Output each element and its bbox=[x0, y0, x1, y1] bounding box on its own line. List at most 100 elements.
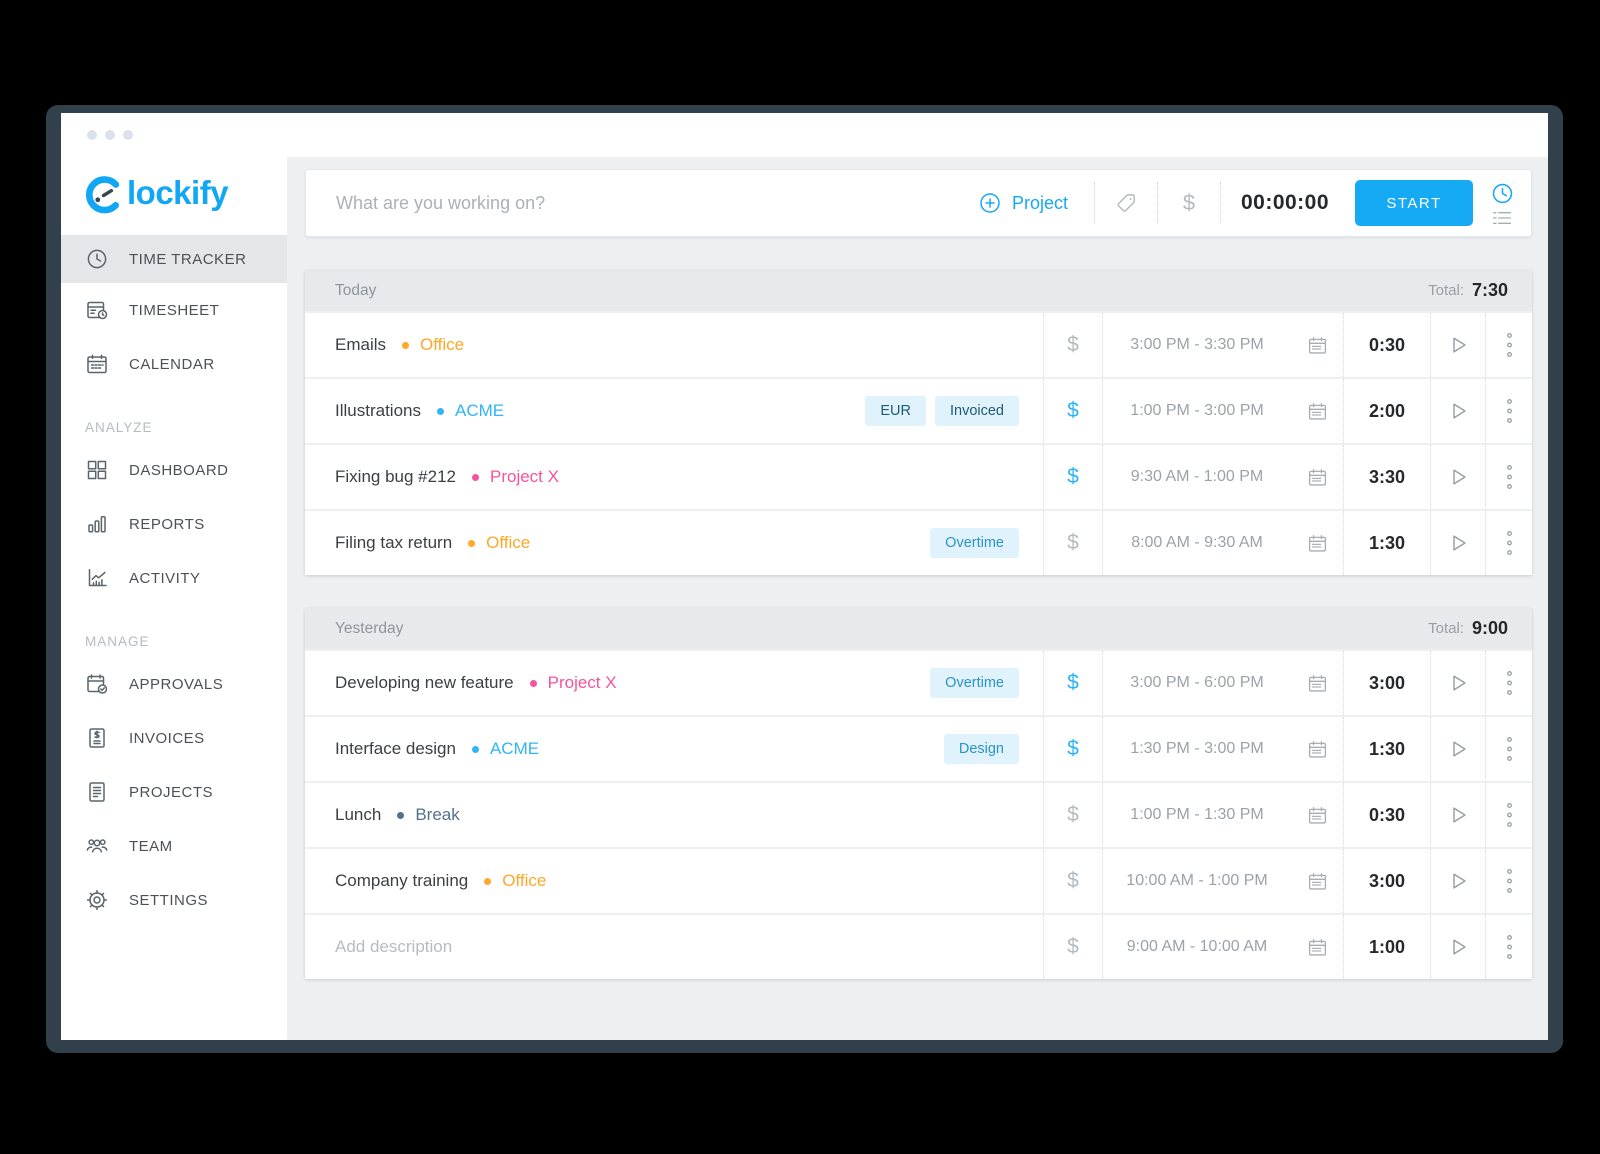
sidebar-item-time-tracker[interactable]: TIME TRACKER bbox=[61, 235, 287, 283]
time-range[interactable]: 1:30 PM - 3:00 PM bbox=[1130, 740, 1264, 757]
entry-description[interactable]: Developing new feature bbox=[335, 673, 514, 692]
entry-description[interactable]: Lunch bbox=[335, 805, 382, 824]
billable-toggle-button[interactable]: $ bbox=[1158, 189, 1220, 217]
entry-duration[interactable]: 3:00 bbox=[1368, 672, 1406, 693]
sidebar-item-reports[interactable]: REPORTS bbox=[61, 497, 287, 551]
entry-duration[interactable]: 0:30 bbox=[1368, 804, 1406, 825]
continue-entry-button[interactable] bbox=[1431, 849, 1485, 913]
entry-duration[interactable]: 1:30 bbox=[1368, 738, 1406, 759]
billable-icon[interactable]: $ bbox=[1067, 803, 1079, 826]
time-range[interactable]: 1:00 PM - 1:30 PM bbox=[1130, 806, 1264, 823]
entry-menu-button[interactable] bbox=[1486, 445, 1532, 509]
continue-entry-button[interactable] bbox=[1431, 313, 1485, 377]
timer-mode-icon[interactable] bbox=[1490, 181, 1515, 206]
continue-entry-button[interactable] bbox=[1431, 915, 1485, 979]
time-range[interactable]: 3:00 PM - 3:30 PM bbox=[1130, 336, 1264, 353]
entry-description[interactable]: Interface design bbox=[335, 739, 456, 758]
entry-description[interactable]: Company training bbox=[335, 871, 469, 890]
sidebar-item-calendar[interactable]: CALENDAR bbox=[61, 337, 287, 391]
sidebar-item-activity[interactable]: ACTIVITY bbox=[61, 551, 287, 605]
sidebar-item-projects[interactable]: PROJECTS bbox=[61, 765, 287, 819]
continue-entry-button[interactable] bbox=[1431, 717, 1485, 781]
billable-icon[interactable]: $ bbox=[1067, 935, 1079, 958]
billable-icon[interactable]: $ bbox=[1067, 531, 1079, 554]
project-name[interactable]: ACME bbox=[489, 739, 540, 758]
billable-icon[interactable]: $ bbox=[1067, 465, 1079, 488]
calendar-button[interactable] bbox=[1291, 379, 1343, 443]
entry-duration[interactable]: 0:30 bbox=[1368, 334, 1406, 355]
calendar-button[interactable] bbox=[1291, 849, 1343, 913]
divider bbox=[1343, 651, 1344, 715]
project-name[interactable]: Project X bbox=[489, 467, 559, 486]
entry-menu-button[interactable] bbox=[1486, 511, 1532, 575]
entry-description[interactable]: Fixing bug #212 bbox=[335, 467, 456, 486]
entry-duration[interactable]: 3:00 bbox=[1368, 870, 1406, 891]
time-range[interactable]: 10:00 AM - 1:00 PM bbox=[1126, 872, 1268, 889]
calendar-button[interactable] bbox=[1291, 651, 1343, 715]
add-project-button[interactable]: Project bbox=[968, 191, 1094, 215]
calendar-button[interactable] bbox=[1291, 313, 1343, 377]
window-control-dot[interactable] bbox=[105, 130, 115, 140]
time-range[interactable]: 1:00 PM - 3:00 PM bbox=[1130, 402, 1264, 419]
calendar-button[interactable] bbox=[1291, 511, 1343, 575]
entry-menu-button[interactable] bbox=[1486, 849, 1532, 913]
billable-icon[interactable]: $ bbox=[1067, 869, 1079, 892]
continue-entry-button[interactable] bbox=[1431, 783, 1485, 847]
entry-description[interactable]: Add description bbox=[335, 937, 453, 956]
window-control-dot[interactable] bbox=[123, 130, 133, 140]
sidebar-item-settings[interactable]: SETTINGS bbox=[61, 873, 287, 927]
row-calendar-icon bbox=[1307, 673, 1328, 694]
project-name[interactable]: Break bbox=[415, 805, 460, 824]
calendar-button[interactable] bbox=[1291, 717, 1343, 781]
calendar-button[interactable] bbox=[1291, 445, 1343, 509]
billable-icon[interactable]: $ bbox=[1067, 671, 1079, 694]
time-range[interactable]: 3:00 PM - 6:00 PM bbox=[1130, 674, 1264, 691]
entry-duration[interactable]: 1:30 bbox=[1368, 532, 1406, 553]
divider bbox=[1043, 445, 1044, 509]
billable-icon[interactable]: $ bbox=[1067, 399, 1079, 422]
clockify-logo[interactable]: lockify bbox=[61, 157, 287, 223]
calendar-button[interactable] bbox=[1291, 915, 1343, 979]
entry-group-yesterday: Yesterday Total: 9:00 Developing new featur… bbox=[305, 608, 1532, 979]
start-button[interactable]: START bbox=[1355, 180, 1473, 226]
entry-menu-button[interactable] bbox=[1486, 783, 1532, 847]
sidebar-item-timesheet[interactable]: TIMESHEET bbox=[61, 283, 287, 337]
continue-entry-button[interactable] bbox=[1431, 651, 1485, 715]
project-name[interactable]: Office bbox=[502, 871, 547, 890]
entry-duration[interactable]: 2:00 bbox=[1368, 400, 1406, 421]
entry-duration[interactable]: 1:00 bbox=[1368, 936, 1406, 957]
entry-menu-button[interactable] bbox=[1486, 717, 1532, 781]
divider bbox=[1430, 915, 1431, 979]
continue-entry-button[interactable] bbox=[1431, 445, 1485, 509]
time-range[interactable]: 8:00 AM - 9:30 AM bbox=[1131, 534, 1263, 551]
manual-mode-icon[interactable] bbox=[1491, 210, 1513, 226]
divider bbox=[1430, 849, 1431, 913]
calendar-button[interactable] bbox=[1291, 783, 1343, 847]
entry-menu-button[interactable] bbox=[1486, 379, 1532, 443]
project-name[interactable]: Office bbox=[420, 335, 465, 354]
sidebar-item-approvals[interactable]: APPROVALS bbox=[61, 657, 287, 711]
billable-icon[interactable]: $ bbox=[1067, 737, 1079, 760]
time-range[interactable]: 9:30 AM - 1:00 PM bbox=[1130, 468, 1264, 485]
sidebar-item-invoices[interactable]: INVOICES bbox=[61, 711, 287, 765]
continue-entry-button[interactable] bbox=[1431, 511, 1485, 575]
project-name[interactable]: Office bbox=[486, 533, 531, 552]
project-name[interactable]: ACME bbox=[454, 401, 505, 420]
entry-description[interactable]: Filing tax return bbox=[335, 533, 453, 552]
window-control-dot[interactable] bbox=[87, 130, 97, 140]
entry-description[interactable]: Emails bbox=[335, 335, 387, 354]
approvals-icon bbox=[85, 672, 109, 696]
billable-icon[interactable]: $ bbox=[1067, 333, 1079, 356]
continue-entry-button[interactable] bbox=[1431, 379, 1485, 443]
time-range[interactable]: 9:00 AM - 10:00 AM bbox=[1126, 938, 1268, 955]
entry-menu-button[interactable] bbox=[1486, 915, 1532, 979]
entry-duration[interactable]: 3:30 bbox=[1368, 466, 1406, 487]
sidebar-item-team[interactable]: TEAM bbox=[61, 819, 287, 873]
tags-button[interactable] bbox=[1095, 191, 1157, 216]
entry-menu-button[interactable] bbox=[1486, 651, 1532, 715]
entry-menu-button[interactable] bbox=[1486, 313, 1532, 377]
project-name[interactable]: Project X bbox=[547, 673, 617, 692]
entry-description[interactable]: Illustrations bbox=[335, 401, 421, 420]
description-input[interactable] bbox=[306, 192, 968, 214]
sidebar-item-dashboard[interactable]: DASHBOARD bbox=[61, 443, 287, 497]
